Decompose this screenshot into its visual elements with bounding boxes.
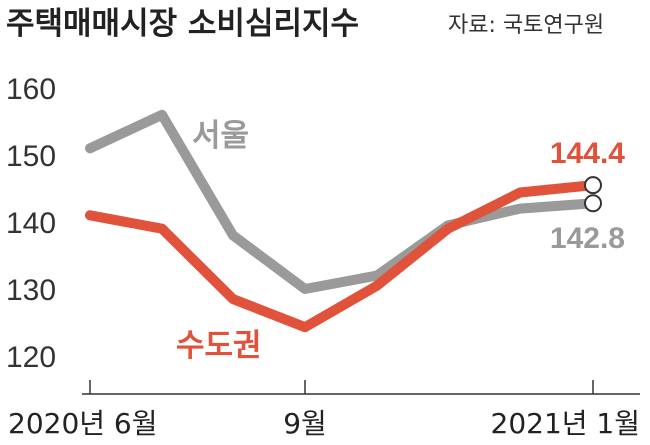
x-axis: 2020년 6월 9월 2021년 1월 [8, 380, 640, 440]
series-end-marker-1 [584, 176, 602, 195]
series-line-0 [85, 109, 598, 294]
series-end-value-0: 142.8 [550, 222, 625, 255]
y-tick-label-150: 150 [6, 140, 56, 173]
y-tick-label-140: 140 [6, 207, 56, 240]
x-tick-label-1: 9월 [283, 407, 327, 440]
y-tick-label-160: 160 [6, 73, 56, 106]
y-axis: 120 130 140 150 160 [6, 73, 56, 374]
series-labels: 서울 142.8 수도권 144.4 [176, 118, 625, 364]
series-end-marker-0 [584, 194, 602, 213]
series-group [85, 109, 602, 333]
y-tick-label-120: 120 [6, 341, 56, 374]
series-name-label-1: 수도권 [176, 328, 262, 364]
chart-source: 자료: 국토연구원 [448, 13, 604, 38]
series-line-1 [85, 180, 598, 333]
series-end-value-1: 144.4 [550, 137, 625, 170]
x-tick-label-2: 2021년 1월 [491, 407, 641, 440]
chart-title: 주택매매시장 소비심리지수 [6, 6, 359, 42]
x-tick-label-0: 2020년 6월 [8, 407, 158, 440]
series-name-label-0: 서울 [192, 118, 249, 154]
y-tick-label-130: 130 [6, 274, 56, 307]
